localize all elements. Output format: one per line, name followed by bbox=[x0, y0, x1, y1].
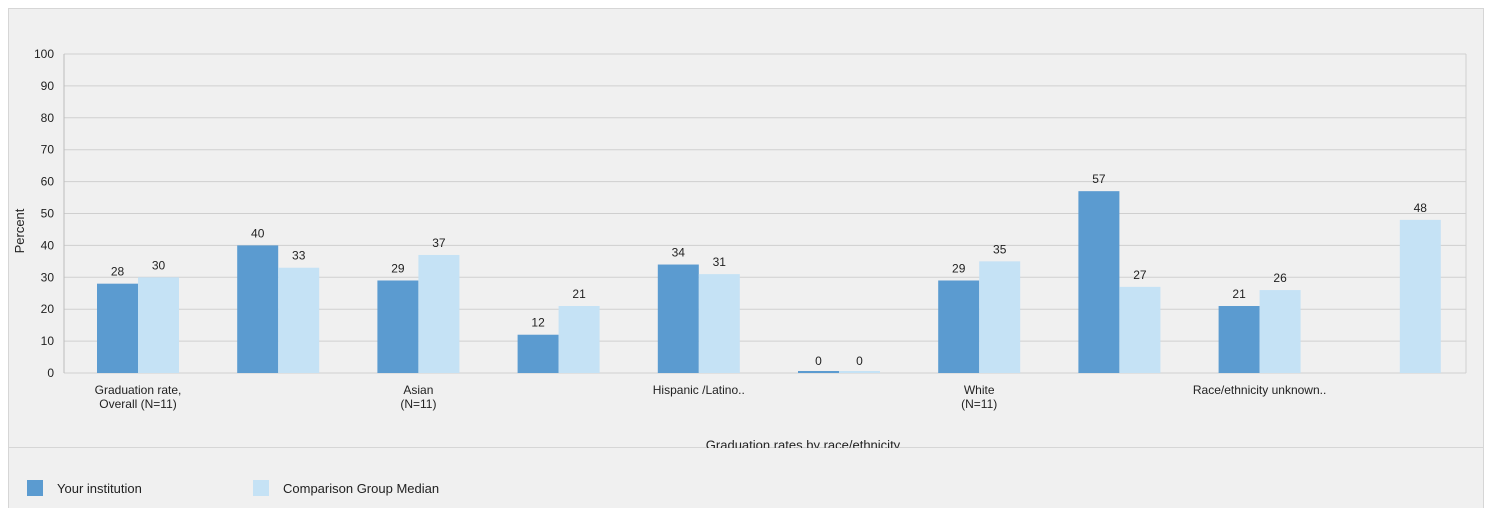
y-tick-label: 40 bbox=[41, 238, 55, 252]
x-tick-label: Graduation rate, Overall (N=11) bbox=[95, 383, 182, 411]
y-tick-label: 90 bbox=[41, 79, 55, 93]
bar-value-label: 0 bbox=[815, 354, 822, 368]
legend-swatch-comparison-group-median bbox=[253, 480, 269, 496]
bar-your-institution bbox=[1078, 191, 1120, 373]
bar-value-label: 31 bbox=[713, 255, 727, 269]
bar-your-institution bbox=[237, 245, 279, 373]
x-tick-label: White (N=11) bbox=[961, 383, 997, 411]
y-tick-label: 30 bbox=[41, 270, 55, 284]
bar-value-label: 12 bbox=[531, 316, 545, 330]
bar-value-label: 33 bbox=[292, 249, 306, 263]
y-tick-label: 0 bbox=[47, 366, 54, 380]
bar-value-label: 35 bbox=[993, 242, 1007, 256]
y-tick-label: 10 bbox=[41, 334, 55, 348]
bar-comparison-median bbox=[1399, 219, 1441, 373]
bar-your-institution bbox=[657, 264, 699, 373]
x-tick-label: Asian (N=11) bbox=[400, 383, 436, 411]
bar-value-label: 29 bbox=[391, 261, 405, 275]
bar-value-label: 48 bbox=[1414, 201, 1428, 215]
bar-your-institution bbox=[97, 283, 138, 373]
bars bbox=[97, 191, 1441, 373]
legend-swatch-your-institution bbox=[27, 480, 43, 496]
bar-value-label: 21 bbox=[1232, 287, 1246, 301]
bar-comparison-median bbox=[979, 261, 1021, 373]
y-tick-label: 20 bbox=[41, 302, 55, 316]
bar-value-label: 37 bbox=[432, 236, 446, 250]
bar-value-label: 57 bbox=[1092, 172, 1106, 186]
legend-label: Comparison Group Median bbox=[283, 480, 440, 496]
x-axis-label: Graduation rates by race/ethnicity bbox=[706, 437, 901, 449]
y-tick-label: 70 bbox=[41, 143, 55, 157]
y-tick-label: 60 bbox=[41, 175, 55, 189]
bar-value-label: 27 bbox=[1133, 268, 1147, 282]
bar-your-institution bbox=[798, 371, 839, 373]
legend-item-comparison-group-median: Comparison Group Median bbox=[253, 478, 439, 498]
bar-value-label: 0 bbox=[856, 354, 863, 368]
bar-comparison-median bbox=[278, 267, 320, 373]
bar-comparison-median bbox=[1259, 290, 1301, 373]
y-tick-label: 50 bbox=[41, 207, 55, 221]
bar-value-label: 40 bbox=[251, 226, 265, 240]
bar-comparison-median bbox=[558, 306, 600, 373]
x-tick-label: Hispanic /Latino.. bbox=[653, 383, 745, 397]
bar-value-label: 28 bbox=[111, 265, 125, 279]
bar-value-label: 34 bbox=[672, 246, 686, 260]
legend-label: Your institution bbox=[57, 480, 142, 496]
bar-comparison-median bbox=[418, 254, 460, 373]
bar-value-label: 21 bbox=[572, 287, 586, 301]
bar-your-institution bbox=[517, 334, 559, 373]
bar-your-institution bbox=[1218, 306, 1260, 373]
y-tick-label: 80 bbox=[41, 111, 55, 125]
y-axis-label: Percent bbox=[12, 208, 27, 253]
legend-item-your-institution: Your institution bbox=[27, 478, 142, 498]
y-tick-labels: 0 10 20 30 40 50 60 70 80 90 100 bbox=[34, 47, 54, 380]
bar-value-label: 26 bbox=[1273, 271, 1287, 285]
bar-comparison-median bbox=[839, 371, 880, 373]
bar-comparison-median bbox=[138, 277, 179, 373]
legend: Your institution Comparison Group Median bbox=[8, 448, 1484, 508]
x-tick-labels: Graduation rate, Overall (N=11) Asian (N=11… bbox=[95, 383, 1327, 411]
bar-value-label: 30 bbox=[152, 258, 166, 272]
bar-labels: 28 40 29 12 34 0 29 57 21 30 33 37 21 31 0 35 27 26 48 bbox=[111, 172, 1427, 368]
bar-value-label: 29 bbox=[952, 261, 966, 275]
bar-your-institution bbox=[938, 280, 980, 373]
y-tick-label: 100 bbox=[34, 47, 54, 61]
bar-comparison-median bbox=[1119, 286, 1161, 373]
x-tick-label: Race/ethnicity unknown.. bbox=[1193, 383, 1326, 397]
bar-chart: 28 40 29 12 34 0 29 57 21 30 33 37 21 31 0 35 27 26 48 0 10… bbox=[12, 47, 1467, 449]
chart-frame: 28 40 29 12 34 0 29 57 21 30 33 37 21 31 0 35 27 26 48 0 10… bbox=[8, 8, 1484, 449]
bar-your-institution bbox=[377, 280, 419, 373]
bar-comparison-median bbox=[698, 274, 740, 373]
